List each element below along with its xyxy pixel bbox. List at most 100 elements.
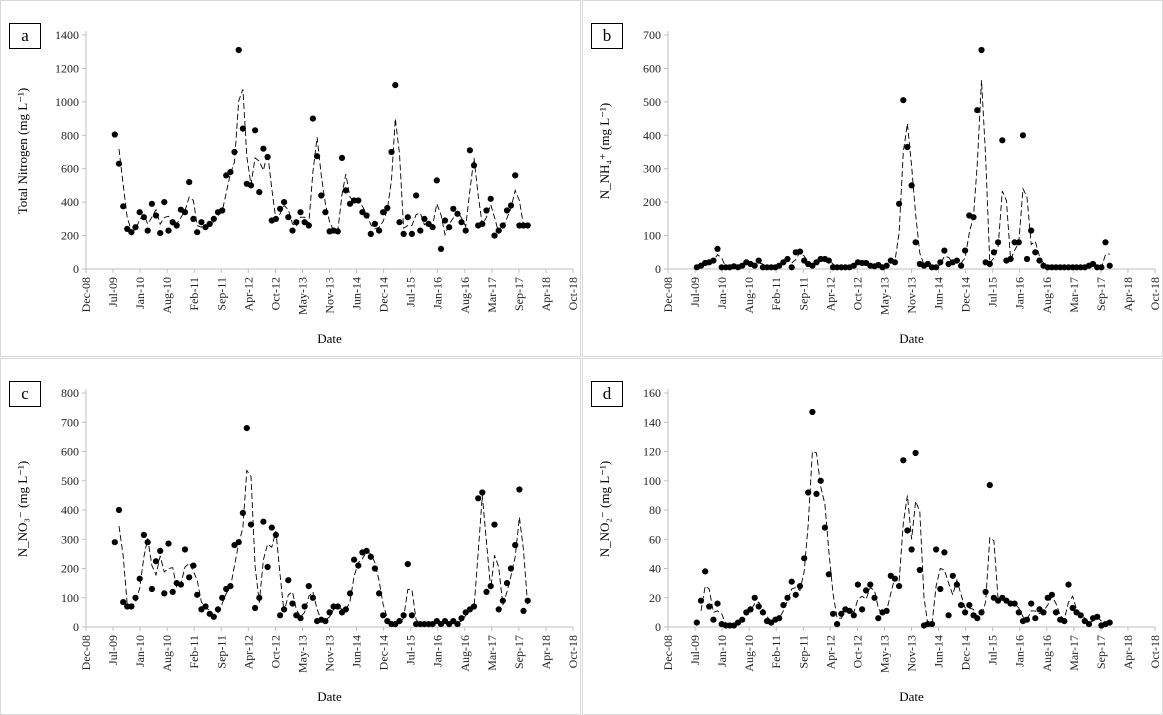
x-tick-label: Feb-11 [769, 277, 783, 311]
data-point [301, 603, 308, 610]
data-point [318, 192, 325, 199]
data-point [446, 224, 453, 231]
data-point [181, 209, 189, 216]
data-point [396, 219, 403, 226]
x-tick-label: Jan-10 [133, 277, 147, 309]
data-point [363, 547, 370, 554]
x-tick-label: Jul-15 [404, 277, 418, 307]
data-point [346, 590, 354, 597]
x-axis-label: Date [317, 331, 342, 346]
data-point [710, 616, 717, 623]
x-tick-label: Dec-08 [79, 277, 93, 312]
y-tick-label: 100 [61, 591, 79, 605]
data-point [371, 220, 378, 227]
data-point [796, 583, 804, 590]
data-point [1007, 255, 1014, 263]
data-point [437, 245, 445, 252]
x-axis-label: Date [899, 689, 924, 704]
x-tick-label: Mar-17 [1067, 277, 1081, 313]
data-point [1036, 257, 1043, 264]
data-point [908, 546, 915, 553]
data-point [1052, 609, 1060, 616]
data-point [260, 518, 267, 525]
x-tick-label: Oct-12 [850, 277, 864, 310]
x-tick-label: Oct-18 [1148, 277, 1162, 310]
data-point [937, 259, 944, 266]
data-point [759, 609, 766, 616]
x-tick-label: Oct-12 [268, 635, 282, 668]
data-point [978, 46, 985, 54]
data-point [1098, 264, 1105, 271]
data-point [928, 621, 936, 628]
data-point [194, 591, 201, 598]
data-point [380, 209, 387, 216]
data-point [974, 107, 981, 114]
data-point [400, 230, 407, 237]
data-point [223, 172, 230, 179]
data-point [813, 259, 820, 266]
data-point [243, 425, 250, 432]
data-point [202, 224, 209, 231]
x-tick-label: Jan-16 [431, 277, 445, 309]
data-point [186, 574, 193, 581]
y-tick-label: 40 [649, 562, 661, 576]
data-point [1032, 249, 1039, 256]
data-point [342, 187, 349, 194]
data-point [747, 606, 754, 613]
data-point [277, 612, 284, 619]
y-tick-label: 100 [643, 229, 661, 243]
data-point [883, 607, 890, 614]
x-tick-label: Sep-11 [214, 277, 228, 311]
data-point [247, 182, 255, 189]
y-tick-label: 800 [61, 386, 79, 400]
x-tick-label: Apr-18 [539, 277, 553, 311]
data-point [495, 227, 502, 234]
data-point [978, 609, 985, 616]
data-point [454, 210, 461, 217]
data-point [239, 509, 246, 516]
x-tick-label: Oct-18 [1148, 635, 1162, 668]
data-point [165, 540, 172, 547]
x-tick-label: Sep-11 [796, 635, 810, 669]
y-tick-label: 600 [61, 162, 79, 176]
data-point [507, 202, 515, 209]
data-point [850, 612, 857, 619]
x-tick-label: Aug-16 [458, 277, 472, 314]
data-point [309, 594, 316, 601]
data-point [256, 189, 263, 196]
data-point [396, 618, 403, 625]
data-point [896, 200, 903, 207]
data-point [186, 179, 193, 186]
data-point [1106, 619, 1113, 626]
data-point [239, 125, 246, 132]
data-point [136, 575, 143, 582]
y-tick-label: 300 [643, 162, 661, 176]
data-point [970, 214, 977, 221]
x-tick-label: Jul-15 [986, 635, 1000, 665]
data-point [235, 539, 242, 546]
data-point [817, 477, 824, 484]
x-tick-label: Apr-12 [823, 277, 837, 311]
panel-letter: c [9, 381, 41, 407]
x-tick-label: Nov-13 [323, 277, 337, 314]
data-point [458, 615, 465, 622]
data-point [128, 229, 135, 236]
data-point [202, 603, 209, 610]
x-axis-label: Date [317, 689, 342, 704]
x-tick-label: Jan-10 [715, 635, 729, 667]
x-tick-label: Dec-14 [377, 277, 391, 312]
data-point [491, 521, 498, 528]
data-point [846, 607, 853, 614]
data-point [1102, 239, 1109, 246]
data-point [408, 230, 415, 237]
chart-svg: 0 100 200 300 400 500 600 700 800 Dec-08 Jul-09 Jan… [61, 386, 580, 673]
x-tick-label: Feb-11 [769, 635, 783, 669]
x-tick-label: May-13 [877, 277, 891, 315]
data-point [1023, 616, 1031, 623]
data-point [277, 205, 284, 212]
x-tick-label: Aug-16 [1040, 277, 1054, 314]
data-point [974, 615, 981, 622]
data-point [177, 581, 184, 588]
data-point [784, 255, 791, 263]
data-point [338, 154, 346, 161]
